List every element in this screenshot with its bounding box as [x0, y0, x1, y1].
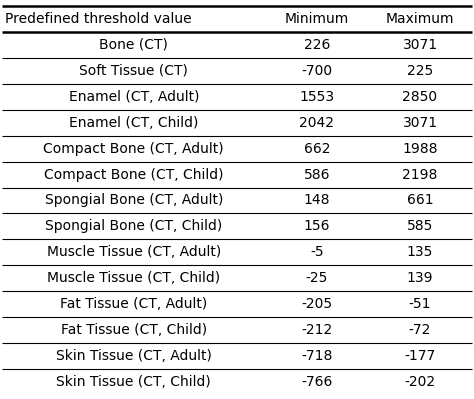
Text: Bone (CT): Bone (CT)	[100, 38, 168, 52]
Text: -177: -177	[404, 349, 436, 363]
Text: 225: 225	[407, 64, 433, 78]
Text: 662: 662	[303, 142, 330, 156]
Text: 2850: 2850	[402, 90, 438, 104]
Text: -700: -700	[301, 64, 332, 78]
Text: -766: -766	[301, 375, 332, 389]
Text: Spongial Bone (CT, Adult): Spongial Bone (CT, Adult)	[45, 194, 223, 207]
Text: Compact Bone (CT, Adult): Compact Bone (CT, Adult)	[44, 142, 224, 156]
Text: 586: 586	[303, 168, 330, 182]
Text: Enamel (CT, Child): Enamel (CT, Child)	[69, 116, 199, 130]
Text: -718: -718	[301, 349, 332, 363]
Text: 585: 585	[407, 219, 433, 233]
Text: Skin Tissue (CT, Child): Skin Tissue (CT, Child)	[56, 375, 211, 389]
Text: -51: -51	[409, 297, 431, 311]
Text: Fat Tissue (CT, Adult): Fat Tissue (CT, Adult)	[60, 297, 208, 311]
Text: Compact Bone (CT, Child): Compact Bone (CT, Child)	[44, 168, 224, 182]
Text: Fat Tissue (CT, Child): Fat Tissue (CT, Child)	[61, 323, 207, 337]
Text: -202: -202	[404, 375, 436, 389]
Text: 1988: 1988	[402, 142, 438, 156]
Text: Muscle Tissue (CT, Child): Muscle Tissue (CT, Child)	[47, 271, 220, 285]
Text: 1553: 1553	[299, 90, 334, 104]
Text: Maximum: Maximum	[386, 12, 454, 26]
Text: 2042: 2042	[299, 116, 334, 130]
Text: -25: -25	[306, 271, 328, 285]
Text: 661: 661	[407, 194, 433, 207]
Text: 139: 139	[407, 271, 433, 285]
Text: Predefined threshold value: Predefined threshold value	[5, 12, 191, 26]
Text: -212: -212	[301, 323, 332, 337]
Text: 3071: 3071	[402, 38, 438, 52]
Text: Skin Tissue (CT, Adult): Skin Tissue (CT, Adult)	[56, 349, 212, 363]
Text: 148: 148	[303, 194, 330, 207]
Text: 3071: 3071	[402, 116, 438, 130]
Text: Muscle Tissue (CT, Adult): Muscle Tissue (CT, Adult)	[46, 245, 221, 259]
Text: -205: -205	[301, 297, 332, 311]
Text: Enamel (CT, Adult): Enamel (CT, Adult)	[69, 90, 199, 104]
Text: Soft Tissue (CT): Soft Tissue (CT)	[79, 64, 188, 78]
Text: -5: -5	[310, 245, 324, 259]
Text: 226: 226	[303, 38, 330, 52]
Text: Minimum: Minimum	[285, 12, 349, 26]
Text: Spongial Bone (CT, Child): Spongial Bone (CT, Child)	[45, 219, 222, 233]
Text: 2198: 2198	[402, 168, 438, 182]
Text: 156: 156	[303, 219, 330, 233]
Text: -72: -72	[409, 323, 431, 337]
Text: 135: 135	[407, 245, 433, 259]
